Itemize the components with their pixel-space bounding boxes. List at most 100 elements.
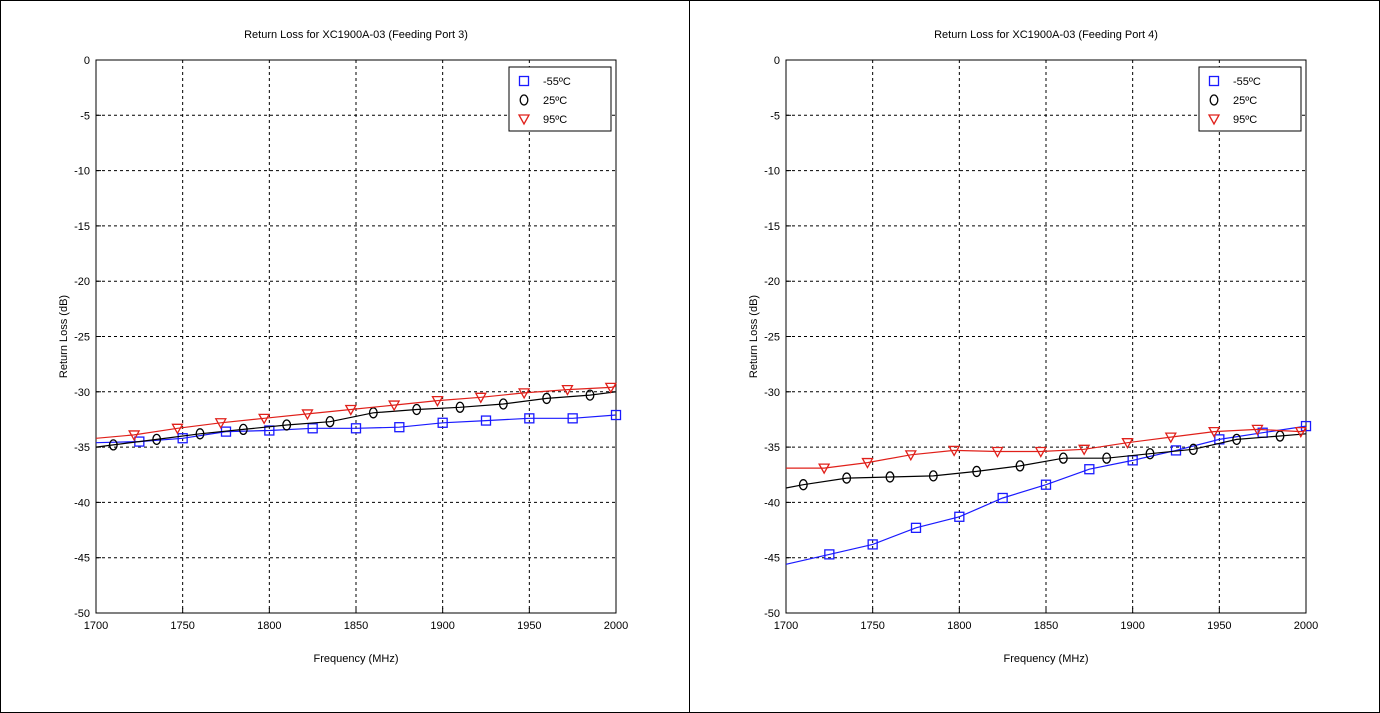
data-point (1078, 444, 1091, 456)
legend-label: -55ºC (543, 76, 571, 88)
series-0 (95, 409, 622, 447)
data-point (818, 463, 831, 475)
data-point (798, 479, 808, 491)
x-tick-label: 1850 (1034, 620, 1058, 632)
series-line (95, 391, 617, 448)
legend-label: 25ºC (543, 95, 567, 107)
legend-label: -55ºC (1233, 76, 1261, 88)
y-tick-label: -20 (764, 276, 780, 288)
data-point (344, 404, 357, 416)
data-point (1034, 446, 1047, 458)
data-point (238, 423, 248, 436)
x-axis-label: Frequency (MHz) (1004, 653, 1089, 665)
data-point (128, 430, 141, 442)
legend-marker (517, 114, 531, 126)
series-2 (786, 424, 1307, 475)
legend-marker (1209, 94, 1219, 106)
data-point (1121, 438, 1134, 450)
x-tick-label: 1850 (344, 620, 368, 632)
x-tick-label: 1700 (84, 620, 108, 632)
chart-panel-port-4: Return Loss for XC1900A-03 (Feeding Port… (690, 0, 1379, 713)
x-tick-label: 1950 (1207, 620, 1231, 632)
legend: -55ºC 25ºC 95ºC (508, 66, 612, 132)
data-point (948, 445, 961, 457)
x-tick-label: 1750 (860, 620, 884, 632)
y-tick-label: -35 (764, 442, 780, 454)
data-point (518, 388, 531, 400)
series-0 (785, 420, 1312, 565)
panel-divider (689, 0, 690, 713)
y-tick-label: 0 (774, 55, 780, 67)
y-tick-label: -45 (764, 553, 780, 565)
series-1 (95, 389, 617, 451)
data-point (885, 471, 895, 483)
data-point (842, 472, 852, 484)
data-point (394, 422, 405, 433)
legend-label: 95ºC (543, 114, 567, 126)
data-point (1015, 460, 1025, 472)
legend-marker (1208, 75, 1220, 87)
y-tick-label: -45 (74, 553, 90, 565)
data-point (1058, 452, 1068, 464)
x-tick-label: 1950 (517, 620, 541, 632)
data-point (108, 439, 118, 451)
legend: -55ºC 25ºC 95ºC (1198, 66, 1302, 132)
data-point (1251, 424, 1264, 436)
y-tick-label: -10 (764, 166, 780, 178)
series-line (95, 414, 617, 444)
y-tick-label: -40 (764, 497, 780, 509)
data-point (904, 450, 917, 462)
data-point (474, 392, 487, 404)
legend-marker (1207, 114, 1221, 126)
y-axis-label: Return Loss (dB) (748, 295, 760, 378)
x-tick-label: 1800 (947, 620, 971, 632)
data-point (1084, 464, 1095, 475)
x-tick-label: 2000 (604, 620, 628, 632)
data-point (152, 433, 162, 446)
data-point (1232, 433, 1242, 446)
y-tick-label: -15 (764, 221, 780, 233)
x-axis-label: Frequency (MHz) (314, 653, 399, 665)
y-axis-label: Return Loss (dB) (58, 295, 70, 378)
data-point (861, 457, 874, 469)
data-point (325, 416, 335, 428)
return-loss-chart-port-3: Return Loss for XC1900A-03 (Feeding Port… (58, 29, 628, 665)
x-tick-label: 1800 (257, 620, 281, 632)
x-tick-label: 1900 (430, 620, 454, 632)
data-point (1294, 426, 1307, 438)
chart-title: Return Loss for XC1900A-03 (Feeding Port… (934, 29, 1158, 41)
y-tick-label: -15 (74, 221, 90, 233)
legend-label: 25ºC (1233, 95, 1257, 107)
y-tick-label: -20 (74, 276, 90, 288)
y-tick-label: -50 (74, 608, 90, 620)
data-point (195, 428, 205, 440)
data-point (991, 446, 1004, 458)
chart-panel-port-3: Return Loss for XC1900A-03 (Feeding Port… (0, 0, 689, 713)
series-1 (785, 430, 1307, 491)
return-loss-chart-port-4: Return Loss for XC1900A-03 (Feeding Port… (748, 29, 1318, 665)
y-tick-label: -10 (74, 166, 90, 178)
y-tick-label: -40 (74, 497, 90, 509)
data-point (1208, 426, 1221, 438)
data-point (997, 492, 1008, 504)
data-point (368, 407, 378, 419)
data-point (171, 423, 184, 435)
series-line (95, 385, 617, 439)
series-line (785, 425, 1307, 565)
data-point (307, 423, 318, 434)
y-tick-label: -5 (80, 110, 90, 122)
y-tick-label: -30 (74, 387, 90, 399)
data-point (388, 400, 401, 412)
y-tick-label: -25 (764, 332, 780, 344)
data-point (412, 403, 422, 416)
series-2 (95, 382, 617, 442)
data-point (1102, 452, 1112, 464)
data-point (824, 549, 835, 560)
legend-marker (519, 94, 529, 106)
data-point (524, 413, 535, 424)
data-point (1145, 448, 1155, 460)
y-tick-label: -5 (770, 110, 780, 122)
data-point (258, 413, 271, 425)
data-point (910, 522, 922, 533)
legend-label: 95ºC (1233, 114, 1257, 126)
